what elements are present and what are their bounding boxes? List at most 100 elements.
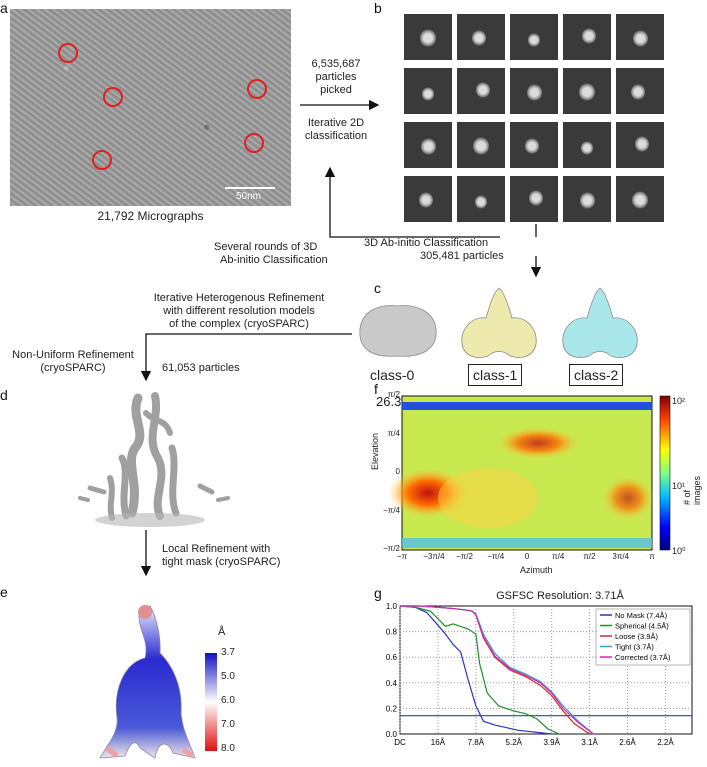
f-xlabel: Azimuth bbox=[520, 565, 553, 575]
panel-label-g: g bbox=[374, 585, 382, 601]
resolution-colorbar bbox=[205, 653, 217, 751]
fsc-chart: 1.0 0.8 0.6 0.4 0.2 0.0DC 16Å 7.8Å 5.2Å 3.9Å 3.1Å 2… bbox=[386, 602, 693, 747]
class-average-tile bbox=[457, 68, 505, 114]
fsc-xtick: 2.2Å bbox=[657, 738, 674, 747]
class-average-tile bbox=[616, 176, 664, 222]
particle-blob bbox=[632, 191, 648, 209]
fsc-legend bbox=[595, 608, 691, 666]
f-xtick: π bbox=[649, 552, 655, 561]
class-average-tile bbox=[563, 14, 611, 60]
class-average-tile bbox=[563, 176, 611, 222]
arrow-ab-text-1: 6,535,687 bbox=[311, 58, 361, 70]
micrograph-caption: 21,792 Micrographs bbox=[97, 209, 204, 223]
class-average-tile bbox=[563, 122, 611, 168]
class-average-tile bbox=[404, 122, 452, 168]
fsc-legend-label: Corrected (3.7Å) bbox=[615, 653, 671, 662]
fsc-ytick: 1.0 bbox=[386, 602, 398, 611]
fsc-legend-label: Loose (3.9Å) bbox=[615, 632, 658, 641]
arrow-ab-text-3: picked bbox=[320, 84, 352, 96]
fsc-xtick: DC bbox=[394, 738, 406, 747]
f-cbar-tick: 10¹ bbox=[672, 481, 686, 491]
fsc-series-line bbox=[400, 605, 594, 735]
back-arrow-text-2: Ab-initio Classification bbox=[220, 254, 328, 266]
fsc-ytick: 0.0 bbox=[386, 730, 398, 739]
f-ylabel: Elevation bbox=[370, 432, 380, 470]
fsc-series-line bbox=[399, 605, 560, 735]
panel-label-f: f bbox=[374, 381, 378, 397]
nonuniform-text-1: Non-Uniform Refinement bbox=[12, 349, 134, 361]
fsc-xtick: 16Å bbox=[431, 738, 446, 747]
f-ytick: −π/2 bbox=[383, 544, 400, 553]
particle-blob bbox=[582, 27, 597, 44]
f-ytick: π/2 bbox=[387, 390, 400, 399]
hetero-refinement-2: with different resolution models bbox=[163, 305, 315, 317]
refined-density-map bbox=[78, 392, 230, 527]
back-arrow-text-1: Several rounds of 3D bbox=[214, 241, 318, 253]
class-average-tile bbox=[563, 68, 611, 114]
f-xtick: −3π/4 bbox=[423, 552, 445, 561]
class-average-tile bbox=[457, 14, 505, 60]
fsc-xtick: 2.6Å bbox=[619, 738, 636, 747]
arrow-ab-text-4: Iterative 2D bbox=[307, 117, 365, 129]
resolution-tick: 5.0 bbox=[221, 671, 235, 682]
fsc-xtick: 3.1Å bbox=[581, 738, 598, 747]
particle-circle bbox=[58, 43, 78, 63]
scale-bar bbox=[225, 187, 275, 189]
fsc-ytick: 0.8 bbox=[386, 628, 398, 637]
arrow-ab-text-5: classification bbox=[304, 130, 368, 142]
fsc-title: GSFSC Resolution: 3.71Å bbox=[496, 590, 624, 602]
fsc-xtick: 3.9Å bbox=[543, 738, 560, 747]
class-average-tile bbox=[616, 68, 664, 114]
scale-bar-label: 50nm bbox=[236, 191, 262, 202]
f-xtick: −π/2 bbox=[456, 552, 473, 561]
fsc-ytick: 0.4 bbox=[386, 679, 398, 688]
particle-blob bbox=[476, 81, 491, 98]
particle-blob bbox=[475, 195, 487, 210]
particle-blob bbox=[418, 192, 433, 208]
class-average-tile bbox=[457, 122, 505, 168]
class-average-tile bbox=[510, 176, 558, 222]
f-xtick: −π bbox=[396, 552, 408, 561]
nonuniform-text-2: (cryoSPARC) bbox=[40, 362, 106, 374]
class-average-tile bbox=[510, 14, 558, 60]
local-resolution-map bbox=[99, 605, 196, 759]
resolution-tick: 6.0 bbox=[221, 695, 235, 706]
particle-blob bbox=[422, 87, 434, 102]
fsc-xtick: 5.2Å bbox=[506, 738, 523, 747]
arrow-ab-text-2: particles bbox=[315, 71, 357, 83]
resolution-tick: 3.7 bbox=[221, 647, 235, 658]
particle-blob bbox=[420, 137, 436, 155]
f-xtick: π/4 bbox=[552, 552, 565, 561]
micrograph-image: 50nm bbox=[10, 9, 291, 206]
class-name-0: class-0 bbox=[370, 367, 415, 383]
f-ytick: 0 bbox=[395, 467, 400, 476]
class-name-2: class-2 bbox=[569, 364, 624, 386]
class-average-tile bbox=[616, 14, 664, 60]
panel-label-b: b bbox=[374, 0, 382, 16]
particle-blob bbox=[630, 84, 645, 100]
class-map-2 bbox=[562, 287, 638, 358]
class-average-tile bbox=[616, 122, 664, 168]
f-cbar-tick: 10² bbox=[672, 396, 686, 406]
panel-label-c: c bbox=[374, 280, 381, 296]
particle-blob bbox=[581, 141, 593, 156]
local-refinement-1: Local Refinement with bbox=[162, 543, 271, 555]
particle-circle bbox=[247, 79, 267, 99]
class-map-0 bbox=[359, 305, 437, 357]
class-average-tile bbox=[510, 68, 558, 114]
particles-count: 61,053 particles bbox=[162, 362, 240, 374]
particle-blob bbox=[526, 83, 542, 101]
hetero-refinement-1: Iterative Heterogenous Refinement bbox=[153, 292, 325, 304]
class-name-1: class-1 bbox=[468, 364, 523, 386]
class-average-tile bbox=[404, 68, 452, 114]
ab-initio-label: 3D Ab-initio Classification bbox=[364, 237, 489, 249]
ab-initio-particles: 305,481 particles bbox=[420, 250, 504, 262]
particle-blob bbox=[529, 189, 544, 206]
panel-label-a: a bbox=[0, 0, 8, 16]
particle-blob bbox=[635, 135, 650, 152]
particle-blob bbox=[579, 83, 595, 101]
f-xtick: 3π/4 bbox=[612, 552, 630, 561]
class-average-tile bbox=[457, 176, 505, 222]
particle-circle bbox=[244, 133, 264, 153]
fsc-legend-label: Spherical (4.5Å) bbox=[615, 622, 669, 631]
